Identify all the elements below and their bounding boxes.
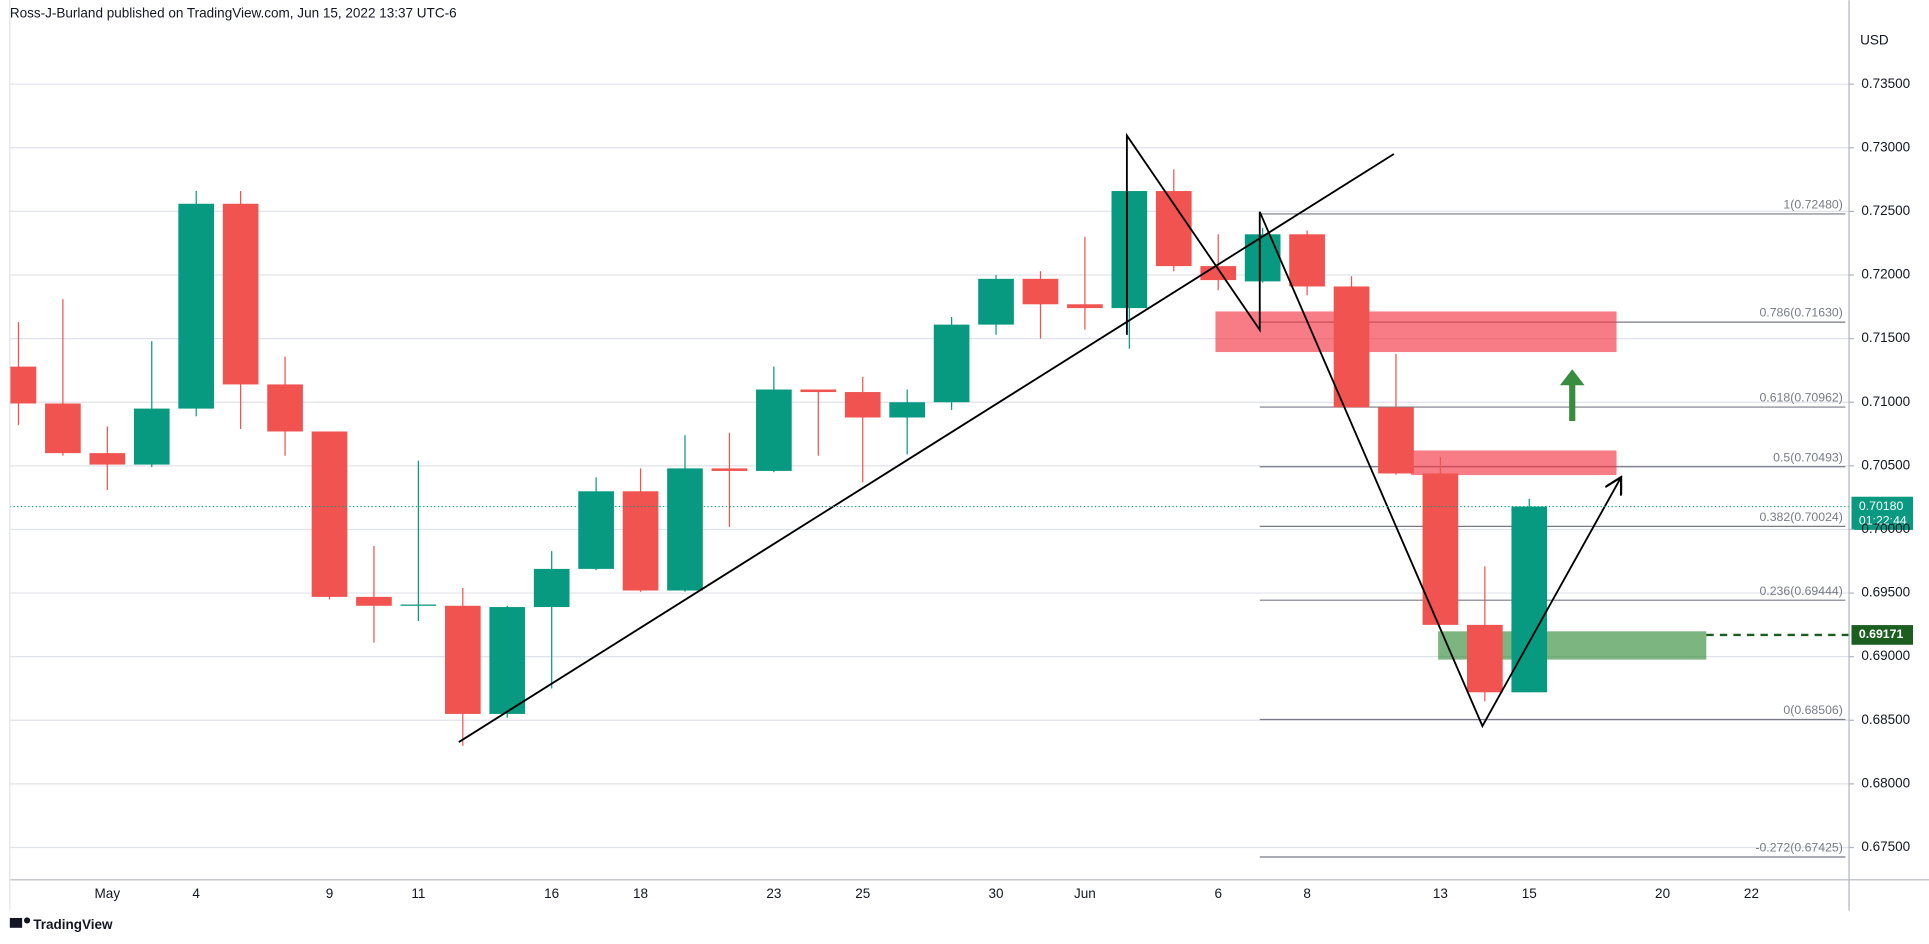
candle-body <box>1378 407 1414 474</box>
x-tick-label: 6 <box>1214 886 1222 901</box>
y-tick-label: 0.70000 <box>1861 521 1910 536</box>
x-tick-label: 20 <box>1655 886 1670 901</box>
x-tick-label: Jun <box>1074 886 1096 901</box>
x-tick-label: 16 <box>544 886 559 901</box>
last-price-box <box>1851 496 1914 530</box>
y-tick-label: 0.71000 <box>1861 394 1910 409</box>
fib-level-label: 0.5(0.70493) <box>1773 450 1843 464</box>
drawings <box>1215 311 1707 660</box>
brand-logo: TradingView <box>9 917 113 932</box>
candle-body <box>400 604 437 606</box>
y-tick-label: 0.68500 <box>1861 712 1910 727</box>
candle-body <box>667 468 703 591</box>
candle-body <box>1244 234 1281 282</box>
candle-body <box>578 491 614 569</box>
countdown-label: 01:22:44 <box>1859 514 1907 528</box>
fib-level-label: 0.382(0.70024) <box>1759 510 1842 524</box>
y-tick-label: 0.72000 <box>1861 267 1910 282</box>
x-tick-label: 22 <box>1744 886 1759 901</box>
candle-body <box>222 203 259 385</box>
fib-level-label: 0(0.68506) <box>1783 703 1842 717</box>
logo-mark <box>23 917 31 924</box>
candle-body <box>978 278 1014 325</box>
candle-body <box>1333 286 1370 408</box>
fib-level-label: 1(0.72480) <box>1783 198 1842 212</box>
x-tick-label: 4 <box>192 886 200 901</box>
candle-body <box>311 431 348 597</box>
candle-body <box>9 366 37 404</box>
y-tick-label: 0.73000 <box>1861 139 1910 154</box>
candle-body <box>933 324 970 403</box>
up-arrow-head <box>1559 369 1585 386</box>
y-tick-label: 0.67500 <box>1861 839 1910 854</box>
candle-body <box>267 384 303 432</box>
fib-level-label: -0.272(0.67425) <box>1755 841 1843 855</box>
x-tick-label: 13 <box>1433 886 1448 901</box>
candle-body <box>444 605 481 714</box>
fib-level-label: 0.236(0.69444) <box>1759 584 1842 598</box>
brand-text: TradingView <box>33 917 113 932</box>
fib-level-label: 0.618(0.70962) <box>1759 391 1842 405</box>
candle-body <box>178 203 215 409</box>
resistance-zone <box>1411 450 1617 476</box>
x-tick-label: 11 <box>411 886 425 901</box>
candle-body <box>356 596 392 606</box>
x-tick-label: May <box>95 886 121 901</box>
level-label: 0.69171 <box>1859 627 1904 641</box>
candle-body <box>1111 191 1148 309</box>
candle-body <box>889 402 926 418</box>
candle-body <box>844 392 881 418</box>
trend-line <box>458 153 1395 743</box>
y-tick-label: 0.71500 <box>1861 330 1910 345</box>
axis-unit: USD <box>1860 32 1889 47</box>
candle-body <box>489 607 526 714</box>
candle-body <box>1022 278 1059 305</box>
x-tick-label: 25 <box>855 886 870 901</box>
last-price-label: 0.70180 <box>1859 499 1904 513</box>
y-tick-label: 0.68000 <box>1861 775 1910 790</box>
candle-body <box>1511 506 1548 693</box>
x-tick-label: 30 <box>989 886 1004 901</box>
candle-body <box>133 408 170 465</box>
y-tick-label: 0.70500 <box>1861 457 1910 472</box>
resistance-zone <box>1215 311 1617 353</box>
candle-body <box>1289 234 1325 287</box>
x-tick-label: 9 <box>326 886 334 901</box>
candle-body <box>622 491 659 591</box>
candle-body <box>45 403 81 454</box>
candle-body <box>800 389 837 393</box>
fib-level-label: 0.786(0.71630) <box>1759 306 1842 320</box>
logo-mark <box>9 917 23 928</box>
x-tick-label: 23 <box>766 886 781 901</box>
candle-body <box>533 568 570 608</box>
candle-body <box>89 453 126 465</box>
x-tick-label: 15 <box>1522 886 1537 901</box>
candle-body <box>1466 624 1503 693</box>
x-tick-label: 8 <box>1303 886 1311 901</box>
zigzag-path <box>1125 132 1620 729</box>
candle-body <box>711 468 748 471</box>
candle-body <box>1067 304 1103 309</box>
candle-body <box>1155 191 1192 267</box>
level-box <box>1851 625 1914 645</box>
trend-drawings <box>458 132 1620 743</box>
y-tick-label: 0.69000 <box>1861 648 1910 663</box>
y-tick-label: 0.72500 <box>1861 203 1910 218</box>
x-tick-label: 18 <box>633 886 648 901</box>
y-tick-label: 0.69500 <box>1861 585 1910 600</box>
y-tick-label: 0.73500 <box>1861 76 1910 91</box>
candle-body <box>756 389 792 471</box>
publisher-header: Ross-J-Burland published on TradingView.… <box>10 5 457 20</box>
